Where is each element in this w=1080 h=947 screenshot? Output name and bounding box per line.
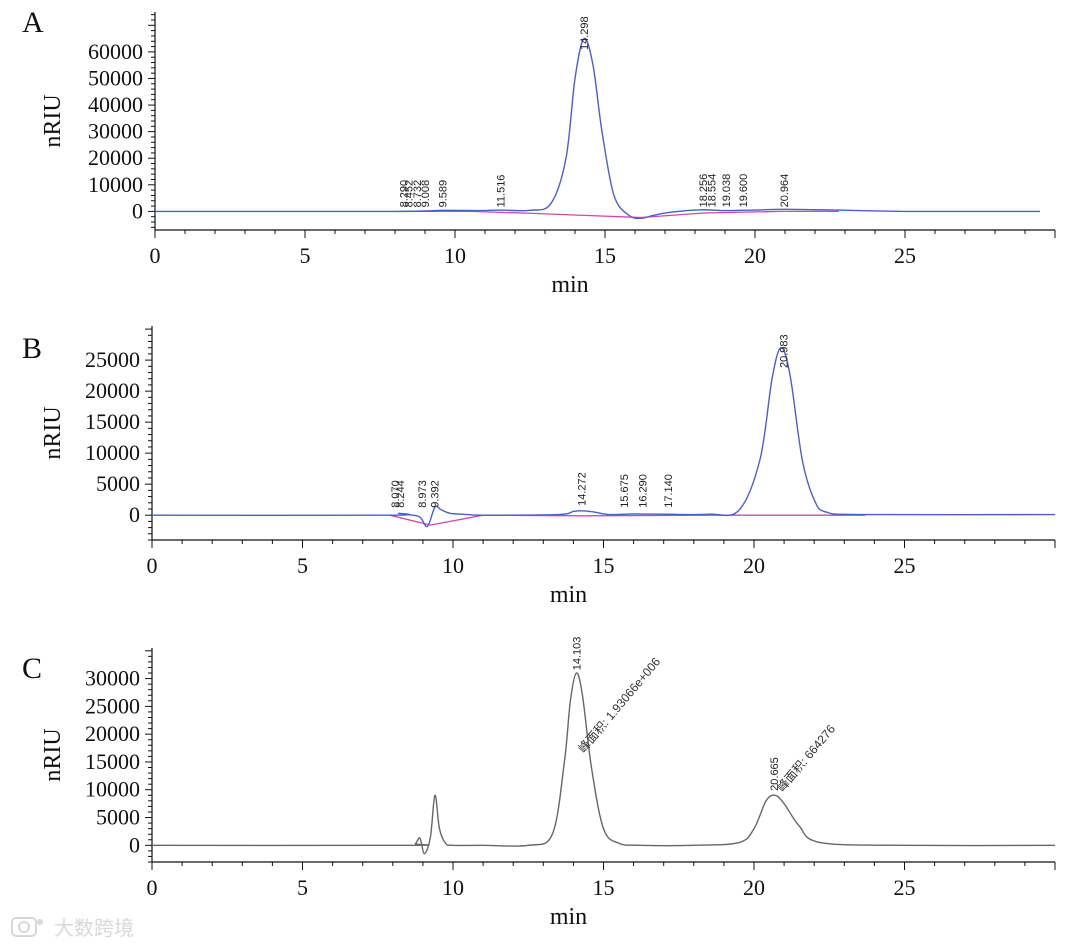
x-tick-label: 10 bbox=[442, 875, 464, 900]
y-tick-label: 60000 bbox=[88, 39, 143, 64]
x-tick-label: 25 bbox=[894, 553, 916, 578]
x-tick-label: 10 bbox=[442, 553, 464, 578]
x-tick-label: 20 bbox=[743, 553, 765, 578]
peak-retention-label: 8.732 bbox=[412, 180, 424, 208]
peak-retention-label: 20.983 bbox=[778, 334, 790, 368]
panel-letter: A bbox=[22, 6, 44, 39]
y-tick-label: 10000 bbox=[85, 440, 140, 465]
y-axis-label: nRIU bbox=[40, 94, 66, 147]
peak-area-annotation: 峰面积: 1.93066e+006 bbox=[576, 655, 664, 756]
peak-retention-label: 15.675 bbox=[619, 474, 631, 508]
peak-retention-label: 20.964 bbox=[779, 174, 791, 208]
peak-retention-label: 18.256 bbox=[698, 174, 710, 208]
chart-panel-b: B 0 5 10 15 20 25 0 5000 10000 15000 20000 25000 min n… bbox=[22, 326, 1056, 608]
peak-retention-label: 8.290 bbox=[399, 180, 411, 208]
x-tick-label: 5 bbox=[297, 553, 308, 578]
x-axis-label: min bbox=[551, 272, 588, 298]
x-tick-label: 25 bbox=[894, 243, 916, 268]
x-tick-label: 20 bbox=[743, 875, 765, 900]
axes bbox=[154, 12, 1055, 231]
peak-retention-label: 11.516 bbox=[496, 175, 508, 208]
peak-retention-label: 9.392 bbox=[430, 480, 442, 508]
watermark-text: 大数跨境 bbox=[54, 916, 134, 940]
y-tick-label: 25000 bbox=[85, 347, 140, 372]
x-tick-label: 0 bbox=[150, 243, 161, 268]
y-tick-label: 0 bbox=[129, 832, 140, 857]
y-tick-label: 10000 bbox=[88, 172, 143, 197]
x-tick-label: 10 bbox=[444, 243, 466, 268]
y-tick-label: 15000 bbox=[85, 409, 140, 434]
panel-letter: C bbox=[22, 652, 42, 685]
camera-icon bbox=[11, 917, 43, 937]
y-tick-label: 20000 bbox=[85, 378, 140, 403]
peak-retention-label: 19.600 bbox=[738, 174, 750, 208]
series-line bbox=[151, 347, 1056, 528]
y-axis-label: nRIU bbox=[40, 728, 66, 781]
y-tick-label: 15000 bbox=[85, 749, 140, 774]
y-tick-label: 0 bbox=[129, 502, 140, 527]
x-tick-label: 5 bbox=[297, 875, 308, 900]
panel-letter: B bbox=[22, 332, 42, 365]
x-tick-label: 15 bbox=[593, 553, 615, 578]
x-tick-label: 15 bbox=[594, 243, 616, 268]
y-tick-label: 30000 bbox=[88, 119, 143, 144]
y-tick-label: 30000 bbox=[85, 666, 140, 691]
y-tick-label: 40000 bbox=[88, 92, 143, 117]
peak-retention-label: 14.272 bbox=[577, 472, 589, 506]
peak-retention-label: 8.244 bbox=[395, 480, 407, 508]
y-tick-label: 50000 bbox=[88, 65, 143, 90]
chart-panel-a: A0 5 10 15 20 2501000020000300004000050000600… bbox=[22, 6, 1056, 298]
peak-retention-label: 17.140 bbox=[663, 474, 675, 508]
x-tick-label: 5 bbox=[300, 243, 311, 268]
axes bbox=[151, 326, 1055, 541]
x-tick-label: 20 bbox=[744, 243, 766, 268]
peak-retention-label: 18.554 bbox=[707, 174, 719, 208]
y-tick-label: 10000 bbox=[85, 777, 140, 802]
peak-retention-label: 8.973 bbox=[417, 480, 429, 508]
peak-area-annotation: 峰面积: 664276 bbox=[774, 722, 838, 795]
y-tick-label: 0 bbox=[132, 198, 143, 223]
peak-retention-label: 14.103 bbox=[571, 637, 583, 671]
integration-baseline bbox=[401, 210, 839, 219]
peak-retention-label: 20.665 bbox=[769, 757, 781, 791]
chart-panel-c: C0 5 10 15 20 2505000100001500020000250003000… bbox=[22, 637, 1056, 930]
peak-retention-label: 16.290 bbox=[637, 474, 649, 508]
x-tick-label: 0 bbox=[147, 875, 158, 900]
peak-retention-label: 19.038 bbox=[721, 174, 733, 208]
y-tick-label: 5000 bbox=[96, 805, 140, 830]
y-tick-label: 20000 bbox=[85, 721, 140, 746]
x-axis-label: min bbox=[550, 582, 587, 608]
peak-retention-label: 8.452 bbox=[404, 180, 416, 208]
y-tick-label: 5000 bbox=[96, 471, 140, 496]
series-line bbox=[151, 672, 1056, 855]
x-tick-label: 0 bbox=[147, 553, 158, 578]
y-tick-label: 20000 bbox=[88, 145, 143, 170]
y-tick-label: 25000 bbox=[85, 693, 140, 718]
x-tick-label: 25 bbox=[894, 875, 916, 900]
watermark: 大数跨境 bbox=[11, 916, 134, 940]
x-axis-label: min bbox=[550, 904, 587, 930]
peak-retention-label: 9.589 bbox=[438, 180, 450, 208]
peak-retention-label: 9.008 bbox=[420, 180, 432, 208]
peak-retention-label: 8.070 bbox=[390, 480, 402, 508]
integration-baseline bbox=[389, 514, 866, 526]
peak-retention-label: 14.298 bbox=[579, 16, 591, 50]
y-axis-label: nRIU bbox=[40, 406, 66, 459]
series-line bbox=[154, 37, 1041, 220]
x-tick-label: 15 bbox=[593, 875, 615, 900]
